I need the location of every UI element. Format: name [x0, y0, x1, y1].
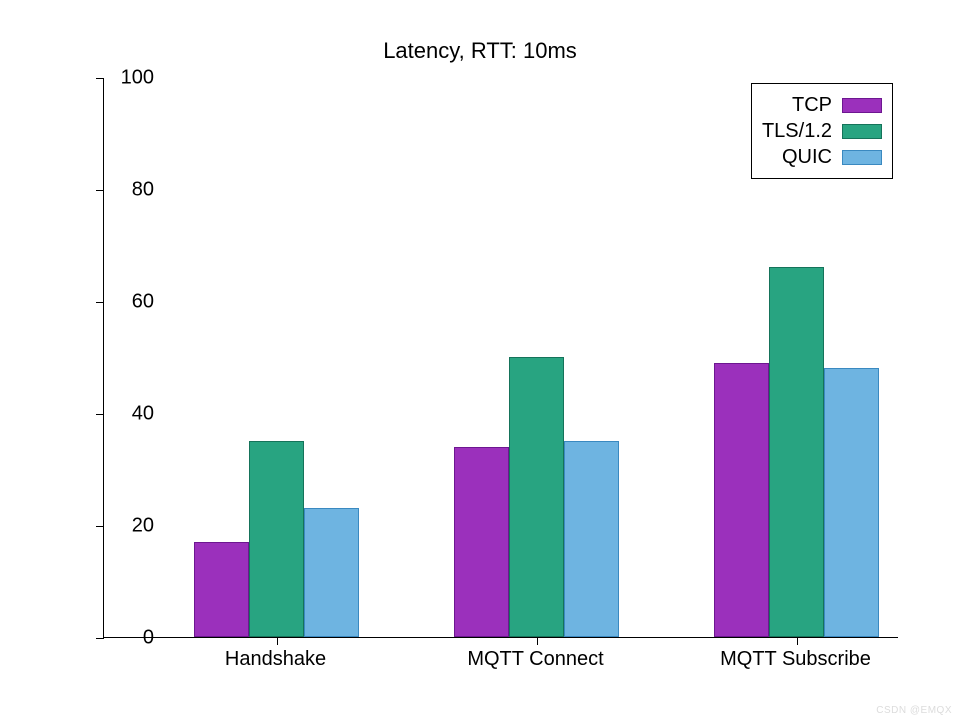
- legend-swatch: [842, 124, 882, 139]
- legend-label: QUIC: [782, 146, 832, 169]
- bar-quic-mqttconnect: [564, 441, 619, 637]
- ytick-mark: [96, 78, 104, 79]
- legend-swatch: [842, 98, 882, 113]
- ytick-mark: [96, 526, 104, 527]
- bar-tcp-mqttsubscribe: [714, 363, 769, 637]
- ytick-label: 100: [121, 67, 154, 90]
- xtick-mark: [277, 637, 278, 645]
- plot-area: TCP TLS/1.2 QUIC: [103, 78, 898, 638]
- ytick-label: 0: [143, 627, 154, 650]
- xtick-label: MQTT Subscribe: [720, 648, 871, 671]
- bar-tls12-mqttsubscribe: [769, 267, 824, 637]
- xtick-label: Handshake: [225, 648, 326, 671]
- bar-quic-handshake: [304, 508, 359, 637]
- ytick-label: 60: [132, 291, 154, 314]
- bar-tcp-handshake: [194, 542, 249, 637]
- ytick-label: 80: [132, 179, 154, 202]
- legend-label: TLS/1.2: [762, 120, 832, 143]
- chart-canvas: Latency, RTT: 10ms TCP TLS/1.2 QUIC CSDN @…: [0, 0, 960, 720]
- chart-title: Latency, RTT: 10ms: [0, 38, 960, 64]
- bar-tls12-handshake: [249, 441, 304, 637]
- legend-item: QUIC: [762, 144, 882, 170]
- ytick-mark: [96, 302, 104, 303]
- watermark: CSDN @EMQX: [876, 705, 952, 716]
- legend-label: TCP: [792, 94, 832, 117]
- xtick-mark: [537, 637, 538, 645]
- legend: TCP TLS/1.2 QUIC: [751, 83, 893, 179]
- bar-tls12-mqttconnect: [509, 357, 564, 637]
- ytick-mark: [96, 190, 104, 191]
- xtick-mark: [797, 637, 798, 645]
- ytick-mark: [96, 638, 104, 639]
- bar-tcp-mqttconnect: [454, 447, 509, 637]
- ytick-label: 20: [132, 515, 154, 538]
- xtick-label: MQTT Connect: [467, 648, 603, 671]
- legend-item: TLS/1.2: [762, 118, 882, 144]
- ytick-label: 40: [132, 403, 154, 426]
- legend-swatch: [842, 150, 882, 165]
- ytick-mark: [96, 414, 104, 415]
- legend-item: TCP: [762, 92, 882, 118]
- bar-quic-mqttsubscribe: [824, 368, 879, 637]
